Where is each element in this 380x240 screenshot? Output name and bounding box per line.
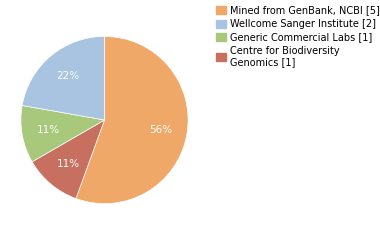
- Wedge shape: [76, 36, 188, 204]
- Text: 11%: 11%: [37, 125, 60, 135]
- Wedge shape: [21, 106, 104, 162]
- Text: 56%: 56%: [149, 125, 172, 135]
- Wedge shape: [32, 120, 104, 198]
- Text: 22%: 22%: [56, 72, 79, 81]
- Wedge shape: [22, 36, 105, 120]
- Text: 11%: 11%: [56, 159, 79, 168]
- Legend: Mined from GenBank, NCBI [5], Wellcome Sanger Institute [2], Generic Commercial : Mined from GenBank, NCBI [5], Wellcome S…: [214, 4, 380, 69]
